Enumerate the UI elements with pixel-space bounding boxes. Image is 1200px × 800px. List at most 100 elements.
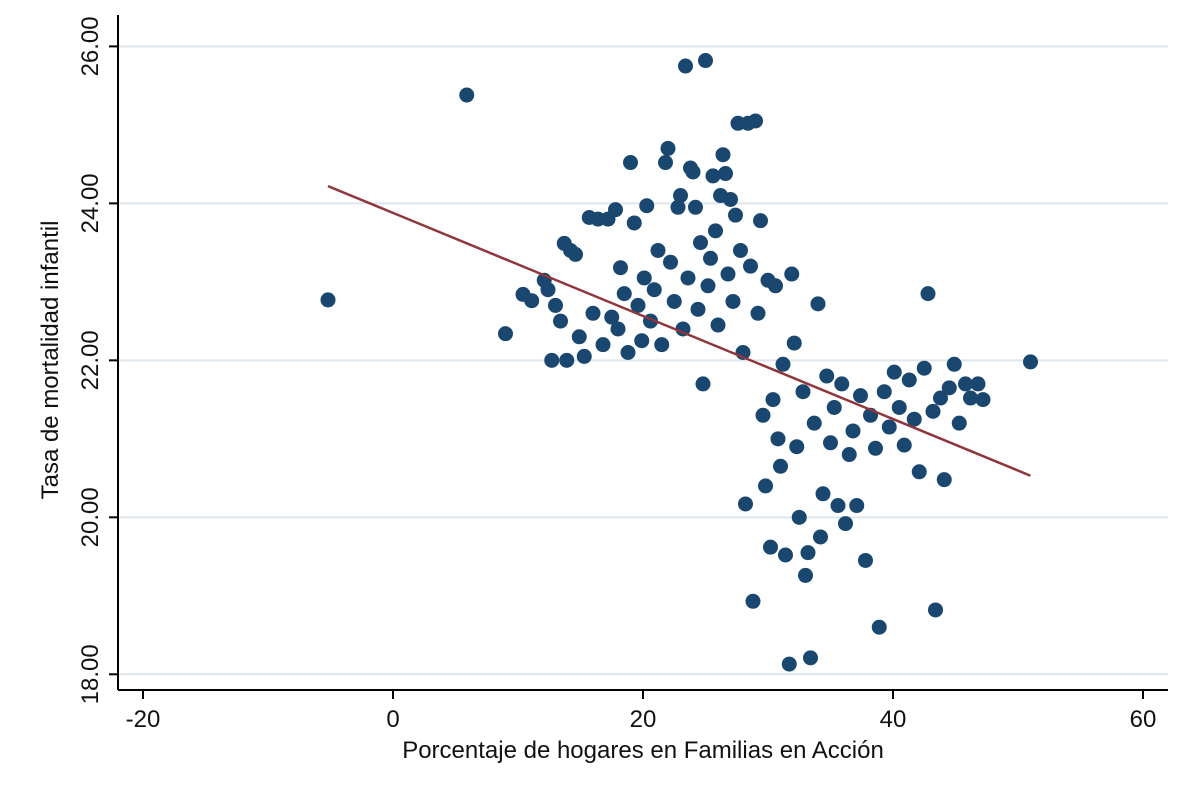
data-point [975, 392, 991, 408]
data-point [320, 292, 336, 308]
y-axis-title: Tasa de mortalidad infantil [37, 221, 64, 500]
data-point [623, 155, 638, 171]
data-point [786, 335, 802, 351]
scatter-points [320, 53, 1038, 672]
x-tick-label: 20 [630, 706, 657, 733]
data-point [906, 411, 922, 427]
data-point [901, 372, 917, 388]
data-point [718, 166, 733, 182]
data-point [688, 199, 703, 215]
data-point [753, 213, 768, 229]
data-point [738, 496, 753, 512]
data-point [524, 293, 540, 309]
data-point [951, 415, 967, 431]
data-point [673, 188, 688, 204]
data-point [941, 380, 957, 396]
data-point [700, 278, 716, 294]
data-point [845, 423, 861, 439]
x-tick-label: 0 [386, 706, 399, 733]
data-point [763, 539, 778, 555]
data-point [705, 168, 721, 184]
data-point [693, 235, 708, 251]
data-point [639, 198, 655, 214]
data-point [743, 258, 758, 274]
data-point [695, 376, 711, 392]
data-point [585, 305, 601, 321]
y-tick-label: 24.00 [77, 173, 104, 233]
data-point [775, 356, 791, 372]
data-point [708, 223, 723, 239]
data-point [608, 202, 623, 218]
data-point [784, 266, 800, 282]
grid-lines [118, 45, 1168, 676]
data-point [891, 399, 907, 415]
axes [109, 15, 1168, 699]
y-tick-label: 18.00 [77, 644, 104, 704]
fitted-line-layer [327, 184, 1031, 477]
data-point [634, 333, 650, 349]
data-point [770, 431, 786, 447]
x-tick-label: 60 [1130, 706, 1157, 733]
data-point [853, 388, 868, 404]
data-point [798, 567, 813, 583]
data-point [963, 390, 978, 406]
data-point [826, 399, 842, 415]
data-point [1023, 354, 1038, 370]
data-point [498, 326, 513, 342]
data-point [620, 345, 636, 360]
y-tick-label: 26.00 [77, 16, 104, 76]
data-point [544, 352, 560, 368]
data-point [946, 356, 962, 372]
x-tick-label: -20 [126, 706, 161, 733]
data-point [876, 384, 892, 400]
data-point [728, 207, 743, 223]
data-point [911, 464, 927, 480]
data-point [834, 376, 850, 392]
data-point [723, 191, 738, 207]
data-point [803, 650, 818, 666]
data-point [755, 407, 771, 423]
data-point [548, 297, 563, 313]
data-point [636, 270, 652, 286]
data-point [841, 447, 857, 463]
data-point [571, 329, 587, 345]
y-tick-label: 22.00 [77, 330, 104, 390]
data-point [936, 472, 952, 488]
data-point [660, 140, 676, 156]
data-point [768, 278, 783, 294]
data-point [610, 321, 626, 337]
data-point [789, 439, 805, 455]
data-point [646, 282, 662, 298]
data-point [576, 348, 592, 364]
data-point [654, 337, 670, 353]
data-point [745, 593, 761, 609]
data-point [748, 113, 763, 129]
data-point [881, 419, 897, 435]
data-point [819, 368, 835, 384]
data-point [663, 254, 678, 270]
data-point [970, 376, 986, 392]
data-point [680, 270, 696, 286]
data-point [795, 384, 811, 400]
data-point [823, 435, 838, 451]
data-point [678, 58, 693, 74]
data-point [703, 250, 718, 266]
data-point [896, 437, 912, 453]
data-point [886, 364, 902, 380]
data-point [650, 242, 666, 258]
data-point [595, 337, 611, 353]
data-point [733, 242, 748, 258]
data-point [666, 293, 682, 309]
data-point [871, 619, 887, 635]
data-point [698, 53, 713, 69]
data-point [568, 246, 583, 262]
tick-labels: -20 0 20 40 60 18.00 20.00 22.00 24.00 26.00 [77, 16, 1156, 733]
data-point [925, 403, 941, 419]
data-point [815, 486, 831, 502]
data-point [540, 282, 556, 298]
data-point [630, 297, 646, 313]
data-point [858, 552, 873, 568]
y-tick-label: 20.00 [77, 487, 104, 547]
